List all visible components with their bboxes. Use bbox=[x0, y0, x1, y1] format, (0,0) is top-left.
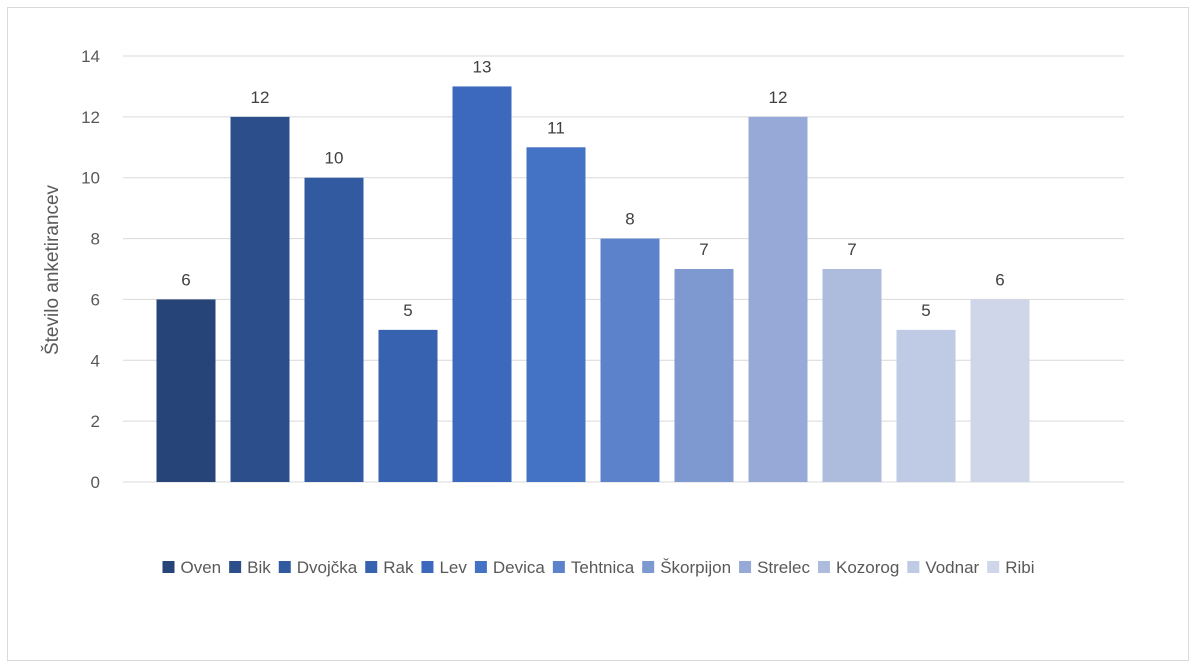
legend-label: Bik bbox=[247, 558, 271, 577]
legend-swatch bbox=[421, 561, 434, 573]
legend-item: Devica bbox=[474, 558, 546, 577]
bar bbox=[674, 269, 734, 482]
bar bbox=[378, 329, 438, 482]
legend: Oven Bik Dvojčka Rak Lev Devica Tehtnica Škorpi… bbox=[162, 558, 1035, 577]
legend-swatch bbox=[229, 561, 242, 573]
legend-label: Kozorog bbox=[836, 558, 899, 577]
legend-label: Strelec bbox=[757, 558, 810, 577]
legend-label: Ribi bbox=[1005, 558, 1034, 577]
data-label: 6 bbox=[181, 270, 190, 289]
legend-swatch bbox=[552, 561, 565, 573]
bar bbox=[600, 238, 660, 482]
legend-label: Devica bbox=[493, 558, 546, 577]
legend-label: Škorpijon bbox=[660, 558, 731, 577]
legend-item: Dvojčka bbox=[278, 558, 358, 577]
data-label: 12 bbox=[251, 88, 270, 107]
bar bbox=[748, 116, 808, 482]
data-label: 7 bbox=[699, 240, 708, 259]
legend-item: Rak bbox=[365, 558, 414, 577]
legend-item: Kozorog bbox=[817, 558, 899, 577]
y-tick-label: 0 bbox=[91, 473, 100, 492]
bar bbox=[526, 147, 586, 483]
y-tick-label: 6 bbox=[91, 290, 100, 309]
bars bbox=[156, 86, 1030, 483]
y-tick-label: 4 bbox=[91, 351, 100, 370]
bar bbox=[970, 299, 1030, 482]
bar bbox=[156, 299, 216, 482]
legend-label: Oven bbox=[181, 558, 222, 577]
legend-item: Strelec bbox=[739, 558, 810, 577]
legend-swatch bbox=[907, 561, 920, 573]
bar bbox=[896, 329, 956, 482]
legend-label: Dvojčka bbox=[297, 558, 358, 577]
legend-swatch bbox=[642, 561, 655, 573]
legend-item: Oven bbox=[162, 558, 222, 577]
legend-label: Rak bbox=[383, 558, 414, 577]
data-label: 7 bbox=[847, 240, 856, 259]
data-label: 5 bbox=[921, 301, 930, 320]
legend-label: Tehtnica bbox=[571, 558, 635, 577]
legend-item: Bik bbox=[229, 558, 271, 577]
legend-item: Škorpijon bbox=[642, 558, 731, 577]
legend-swatch bbox=[365, 561, 378, 573]
legend-item: Ribi bbox=[987, 558, 1035, 577]
data-label: 8 bbox=[625, 210, 634, 229]
legend-swatch bbox=[987, 561, 1000, 573]
legend-label: Vodnar bbox=[925, 558, 979, 577]
data-label: 10 bbox=[325, 149, 344, 168]
legend-swatch bbox=[278, 561, 291, 573]
data-label: 11 bbox=[547, 118, 565, 137]
bar bbox=[822, 269, 882, 482]
legend-swatch bbox=[739, 561, 752, 573]
bar bbox=[230, 116, 290, 482]
y-axis-label: Število anketirancev bbox=[41, 184, 63, 355]
y-axis-ticks: 0 2 4 6 8 10 12 14 bbox=[81, 47, 100, 492]
y-tick-label: 14 bbox=[81, 47, 100, 66]
y-tick-label: 8 bbox=[91, 230, 100, 249]
data-label: 13 bbox=[473, 57, 492, 76]
y-tick-label: 12 bbox=[81, 108, 100, 127]
y-tick-label: 2 bbox=[91, 412, 100, 431]
legend-swatch bbox=[817, 561, 830, 573]
legend-item: Lev bbox=[421, 558, 467, 577]
data-label: 6 bbox=[995, 270, 1004, 289]
data-label: 12 bbox=[769, 88, 788, 107]
legend-swatch bbox=[162, 561, 175, 573]
bar bbox=[304, 177, 364, 482]
y-tick-label: 10 bbox=[81, 169, 100, 188]
legend-swatch bbox=[474, 561, 487, 573]
bar bbox=[452, 86, 512, 482]
data-label: 5 bbox=[403, 301, 412, 320]
data-labels: 6 12 10 5 13 11 8 7 12 7 5 6 bbox=[181, 57, 1004, 319]
legend-item: Tehtnica bbox=[552, 558, 635, 577]
legend-label: Lev bbox=[439, 558, 467, 577]
legend-item: Vodnar bbox=[907, 558, 980, 577]
